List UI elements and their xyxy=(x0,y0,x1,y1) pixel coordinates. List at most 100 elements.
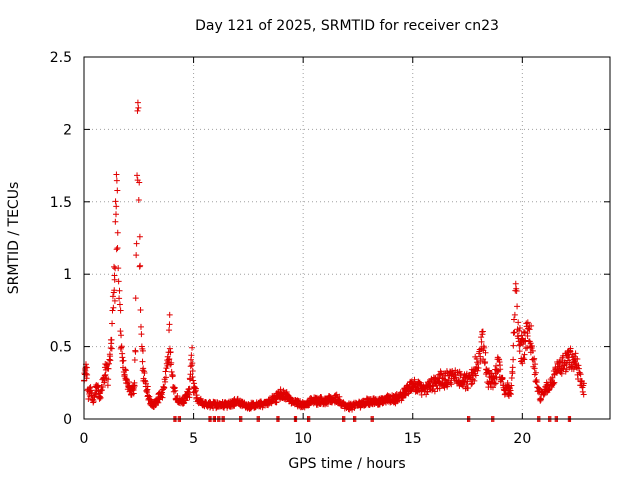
data-point xyxy=(532,378,539,385)
x-tick-label: 0 xyxy=(80,431,89,447)
data-point xyxy=(139,358,146,365)
data-point xyxy=(182,397,189,404)
data-point xyxy=(109,293,116,300)
data-point xyxy=(108,336,115,343)
data-point xyxy=(287,395,294,402)
data-point xyxy=(513,287,520,294)
data-point xyxy=(113,203,120,210)
data-point xyxy=(522,345,529,352)
chart-title: Day 121 of 2025, SRMTID for receiver cn2… xyxy=(195,18,499,34)
data-point xyxy=(468,381,475,388)
data-point xyxy=(135,104,142,111)
data-point xyxy=(576,369,583,376)
x-tick-label: 5 xyxy=(189,431,198,447)
y-tick-label: 0 xyxy=(63,412,72,428)
data-point xyxy=(188,352,195,359)
data-point xyxy=(135,196,142,203)
data-point xyxy=(136,233,143,240)
data-point xyxy=(474,367,481,374)
data-point xyxy=(510,356,517,363)
data-point xyxy=(493,362,500,369)
data-point xyxy=(572,350,579,357)
data-point xyxy=(169,372,176,379)
data-point xyxy=(510,329,517,336)
data-point xyxy=(162,368,169,375)
data-point xyxy=(113,177,120,184)
data-point xyxy=(190,377,197,384)
data-point xyxy=(336,393,343,400)
y-tick-label: 1.5 xyxy=(50,195,72,211)
data-point xyxy=(159,389,166,396)
data-point xyxy=(532,361,539,368)
data-point xyxy=(166,321,173,328)
data-point xyxy=(529,347,536,354)
data-point xyxy=(138,331,145,338)
data-point xyxy=(109,320,116,327)
data-point xyxy=(131,382,138,389)
data-point xyxy=(130,390,137,397)
data-point xyxy=(514,303,521,310)
data-point xyxy=(499,374,506,381)
data-point xyxy=(118,343,125,350)
data-point xyxy=(186,394,193,401)
data-point xyxy=(550,381,557,388)
data-point xyxy=(133,240,140,247)
data-points xyxy=(81,99,587,422)
data-point xyxy=(494,368,501,375)
data-point xyxy=(166,327,173,334)
data-point xyxy=(104,382,111,389)
data-point xyxy=(533,378,540,385)
data-point xyxy=(105,376,112,383)
data-point xyxy=(579,388,586,395)
data-point xyxy=(510,342,517,349)
data-point xyxy=(140,365,147,372)
data-point xyxy=(528,343,535,350)
data-point xyxy=(521,351,528,358)
data-point xyxy=(117,328,124,335)
data-point xyxy=(115,278,122,285)
data-point xyxy=(159,394,166,401)
data-point xyxy=(186,385,193,392)
data-point xyxy=(137,307,144,314)
data-point xyxy=(109,307,116,314)
data-point xyxy=(134,107,141,114)
data-point xyxy=(187,363,194,370)
data-point xyxy=(162,378,169,385)
data-point xyxy=(509,364,516,371)
data-point xyxy=(511,329,518,336)
data-point xyxy=(507,391,514,398)
data-point xyxy=(113,171,120,178)
data-point xyxy=(134,99,141,106)
data-point xyxy=(192,385,199,392)
data-point xyxy=(88,389,95,396)
data-point xyxy=(441,384,448,391)
x-tick-label: 20 xyxy=(513,431,531,447)
data-point xyxy=(520,355,527,362)
x-tick-label: 15 xyxy=(404,431,422,447)
y-tick-label: 2 xyxy=(63,122,72,138)
data-point xyxy=(122,367,129,374)
data-point xyxy=(85,395,92,402)
data-point xyxy=(114,229,121,236)
data-point xyxy=(106,356,113,363)
data-point xyxy=(516,342,523,349)
data-point xyxy=(166,355,173,362)
data-point xyxy=(448,381,455,388)
data-point xyxy=(464,385,471,392)
data-point xyxy=(515,319,522,326)
data-point xyxy=(132,348,139,355)
data-point xyxy=(111,297,118,304)
axis-ticks: 0 0.5 1 1.5 2 2.5 0 5 10 15 20 xyxy=(50,50,610,447)
data-point xyxy=(567,345,574,352)
data-point xyxy=(511,316,518,323)
data-point xyxy=(141,370,148,377)
data-point xyxy=(522,337,529,344)
data-point xyxy=(83,364,90,371)
data-point xyxy=(574,355,581,362)
data-point xyxy=(112,198,119,205)
data-point xyxy=(482,349,489,356)
data-point xyxy=(509,370,516,377)
data-point xyxy=(84,371,91,378)
data-point xyxy=(97,394,104,401)
data-point xyxy=(563,361,570,368)
